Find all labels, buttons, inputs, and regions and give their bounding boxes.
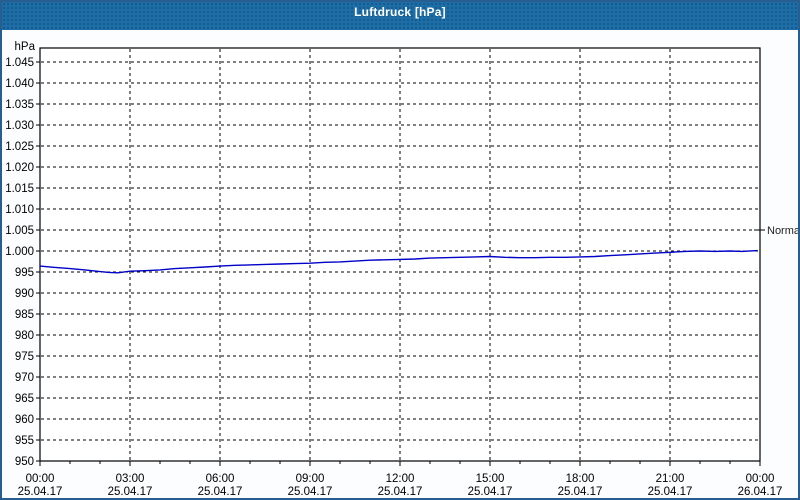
y-axis-unit-label: hPa (15, 41, 36, 53)
y-tick-label: 965 (15, 393, 34, 405)
pressure-chart: 950 955 960 965 970 975 980 985 990 995 1.000 1.005… (5, 41, 798, 498)
y-tick-label: 975 (15, 351, 34, 363)
y-tick-label: 1.045 (5, 57, 34, 69)
x-date-label: 25.04.17 (288, 486, 333, 498)
y-tick-label: 960 (15, 414, 34, 426)
x-date-label: 25.04.17 (648, 486, 693, 498)
x-time-label: 06:00 (206, 473, 235, 485)
x-time-label: 00:00 (26, 473, 55, 485)
y-tick-label: 1.035 (5, 99, 34, 111)
x-date-label: 25.04.17 (198, 486, 243, 498)
y-tick-label: 1.020 (5, 162, 34, 174)
y-tick-label: 1.005 (5, 225, 34, 237)
title-bar: Luftdruck [hPa] (2, 2, 798, 30)
x-time-label: 00:00 (746, 473, 775, 485)
window-title: Luftdruck [hPa] (354, 5, 446, 19)
x-date-label: 25.04.17 (378, 486, 423, 498)
x-date-label: 25.04.17 (468, 486, 513, 498)
y-tick-label: 1.010 (5, 204, 34, 216)
y-tick-label: 1.040 (5, 78, 34, 90)
x-time-label: 15:00 (476, 473, 505, 485)
x-time-label: 18:00 (566, 473, 595, 485)
y-tick-label: 955 (15, 435, 34, 447)
y-tick-label: 970 (15, 372, 34, 384)
x-date-label: 25.04.17 (18, 486, 63, 498)
y-tick-label: 1.030 (5, 120, 34, 132)
x-date-label: 25.04.17 (558, 486, 603, 498)
x-time-label: 03:00 (116, 473, 145, 485)
y-tick-label: 985 (15, 309, 34, 321)
y-tick-label: 1.025 (5, 141, 34, 153)
normal-label: Normal (767, 225, 798, 237)
y-tick-label: 980 (15, 330, 34, 342)
y-tick-label: 1.015 (5, 183, 34, 195)
y-tick-label: 995 (15, 267, 34, 279)
pressure-line (39, 249, 758, 274)
y-tick-label: 1.000 (5, 246, 34, 258)
x-time-label: 21:00 (656, 473, 685, 485)
y-tick-label: 990 (15, 288, 34, 300)
x-date-label: 26.04.17 (738, 486, 783, 498)
x-date-label: 25.04.17 (108, 486, 153, 498)
y-tick-label: 950 (15, 456, 34, 468)
x-time-label: 09:00 (296, 473, 325, 485)
x-time-label: 12:00 (386, 473, 415, 485)
plot-border (39, 47, 761, 462)
